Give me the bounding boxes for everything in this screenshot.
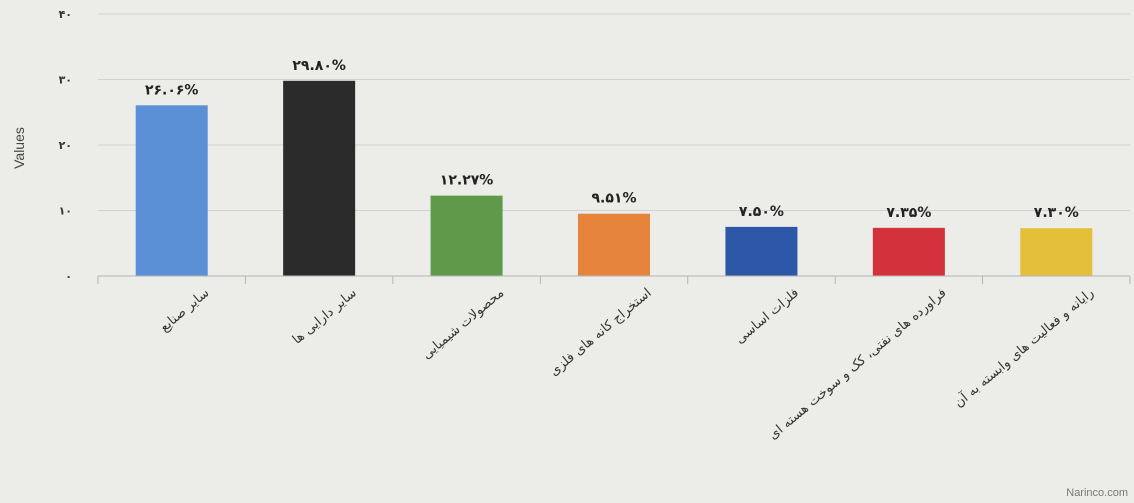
bar-value-label: ۷.۳۵% <box>886 205 931 221</box>
y-tick-label: ۱۰ <box>59 205 72 218</box>
category-label: سایر صنایع <box>157 286 212 336</box>
bar <box>135 105 208 276</box>
bar <box>725 226 798 276</box>
bar-value-label: ۷.۳۰% <box>1034 205 1079 221</box>
bar-value-label: ۲۹.۸۰% <box>292 58 346 74</box>
bar <box>1020 228 1093 276</box>
bar <box>578 213 650 276</box>
bar <box>872 227 945 276</box>
category-label: فراورده های نفتی، کک و سوخت هسته ای <box>766 286 949 443</box>
bar-value-label: ۷.۵۰% <box>739 204 784 220</box>
category-label: محصولات شیمیایی <box>420 286 508 363</box>
category-label: فلزات اساسی <box>733 286 802 348</box>
category-label: رایانه و فعالیت های وابسته به آن <box>950 284 1096 411</box>
bars: ۲۶.۰۶% ۲۹.۸۰% ۱۲.۲۷% ۹.۵۱% ۷.۵۰% ۷.۳۵% ۷.۳۰% <box>135 58 1093 276</box>
x-axis: سایر صنایع سایر دارایی ها محصولات شیمیایی ا… <box>97 275 1131 443</box>
bar-value-label: ۱۲.۲۷% <box>440 173 494 189</box>
y-axis: ۰ ۱۰ ۲۰ ۳۰ ۴۰ <box>59 8 72 283</box>
category-label: استخراج کانه های فلزی <box>547 286 655 380</box>
y-tick-label: ۰ <box>65 270 72 283</box>
bar-value-label: ۲۶.۰۶% <box>145 82 199 98</box>
y-tick-label: ۴۰ <box>59 8 72 21</box>
bar-value-label: ۹.۵۱% <box>592 191 637 207</box>
y-tick-label: ۳۰ <box>59 74 72 87</box>
category-label: سایر دارایی ها <box>290 286 360 348</box>
y-tick-label: ۲۰ <box>59 139 72 152</box>
bar <box>430 195 503 276</box>
y-axis-title: Values <box>11 127 27 169</box>
watermark: Narinco.com <box>1066 487 1128 499</box>
bar <box>283 80 356 276</box>
